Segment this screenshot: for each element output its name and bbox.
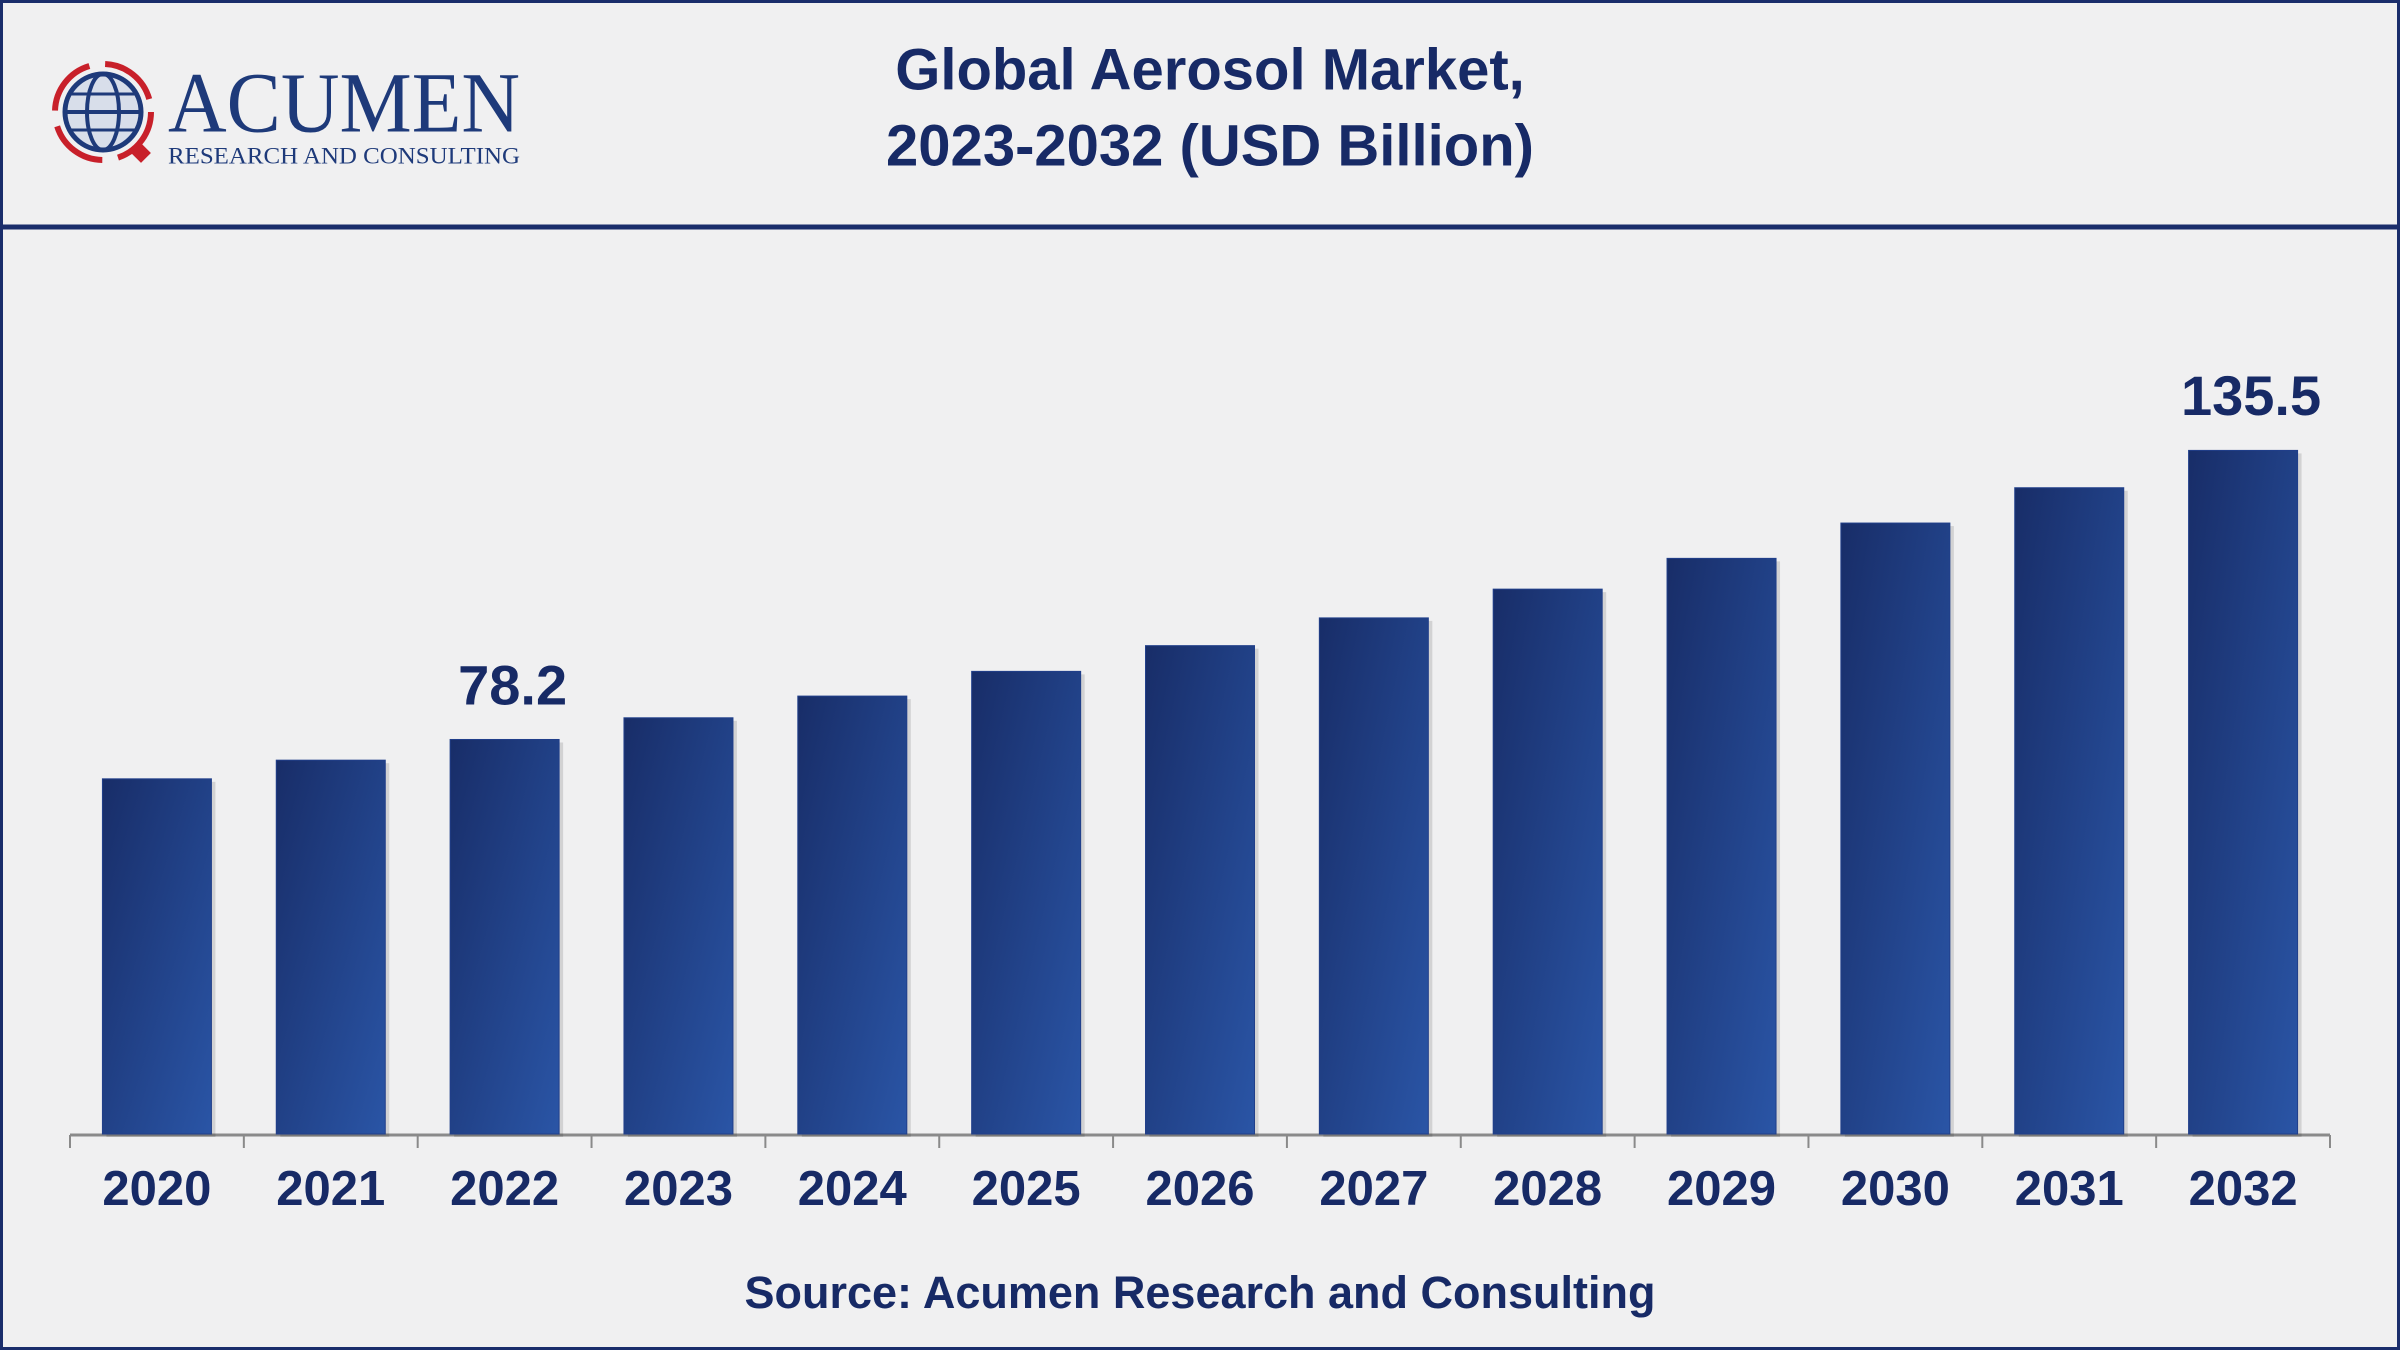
bar [2014, 487, 2125, 1135]
bar [797, 695, 908, 1135]
logo-tagline: RESEARCH AND CONSULTING [168, 143, 520, 168]
x-tick-label: 2031 [2015, 1162, 2124, 1216]
x-tick-label: 2032 [2189, 1162, 2298, 1216]
value-label: 78.2 [458, 653, 567, 716]
x-tick-label: 2022 [450, 1162, 559, 1216]
chart-title: Global Aerosol Market, [895, 37, 1525, 102]
x-tick-label: 2025 [972, 1162, 1081, 1216]
source-note: Source: Acumen Research and Consulting [744, 1267, 1655, 1318]
x-tick-label: 2023 [624, 1162, 733, 1216]
bar [1840, 522, 1951, 1135]
bar [971, 670, 1082, 1135]
x-tick-label: 2021 [276, 1162, 385, 1216]
bar [1318, 617, 1429, 1135]
bar [101, 778, 212, 1135]
chart-title: 2023-2032 (USD Billion) [886, 113, 1534, 178]
x-tick-label: 2024 [798, 1162, 907, 1216]
x-tick-label: 2026 [1145, 1162, 1254, 1216]
bar [1492, 588, 1603, 1135]
logo-name: ACUMEN [168, 55, 520, 151]
bar [449, 738, 560, 1135]
x-tick-label: 2020 [102, 1162, 211, 1216]
bar [623, 717, 734, 1135]
logo: ACUMEN RESEARCH AND CONSULTING [52, 55, 520, 168]
bar [2188, 449, 2299, 1135]
logo-diamond [131, 143, 151, 163]
bar [1145, 645, 1255, 1135]
bar [1666, 557, 1777, 1135]
x-tick-label: 2030 [1841, 1162, 1950, 1216]
x-tick-label: 2027 [1319, 1162, 1428, 1216]
logo-ring [52, 61, 154, 163]
x-tick-label: 2028 [1493, 1162, 1602, 1216]
value-label: 135.5 [2181, 364, 2321, 427]
x-tick-label: 2029 [1667, 1162, 1776, 1216]
bar [275, 759, 386, 1135]
